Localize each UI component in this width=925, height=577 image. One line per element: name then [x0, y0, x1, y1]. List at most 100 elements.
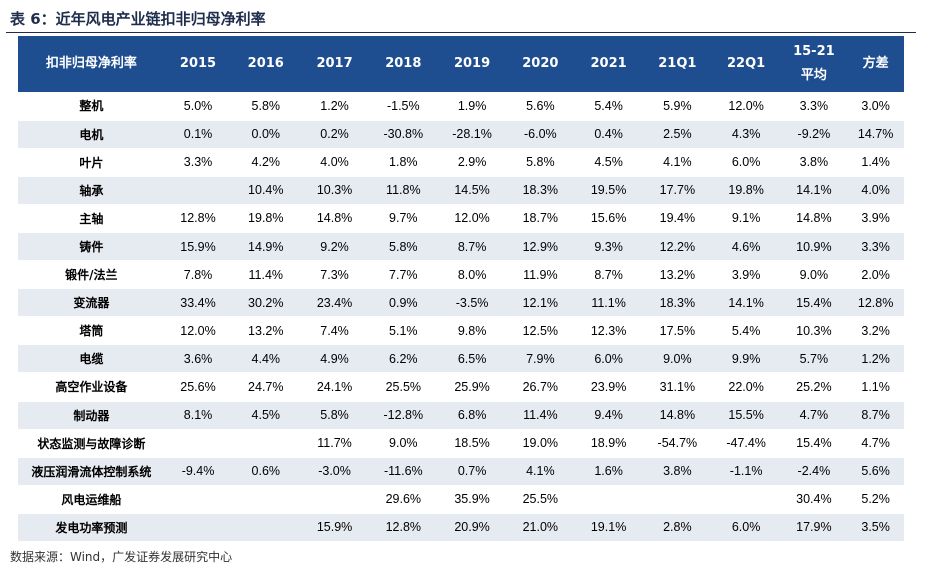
table-cell: 24.7% [231, 372, 301, 402]
table-cell: 2.8% [642, 513, 712, 543]
table-row: 铸件 15.9% 14.9% 9.2% 5.8% 8.7% 12.9% 9.3% 12.2% 4.… [18, 232, 904, 262]
column-header: 2017 [300, 36, 369, 92]
table-cell: 10.3% [300, 176, 369, 205]
table-cell: 3.3% [780, 92, 848, 121]
table-cell: 4.7% [847, 429, 904, 458]
table-cell: 7.7% [368, 260, 438, 290]
table-cell: 18.7% [506, 204, 575, 233]
table-cell: 5.1% [368, 316, 438, 346]
table-cell: 0.4% [574, 120, 643, 149]
table-cell: 13.2% [231, 316, 301, 346]
table-cell: 8.7% [437, 232, 507, 262]
table-cell: -9.4% [164, 457, 232, 486]
column-header: 22Q1 [711, 36, 781, 92]
table-cell: 25.2% [780, 372, 848, 402]
table-cell: -1.1% [711, 457, 781, 486]
table-cell: 1.8% [368, 148, 438, 177]
table-cell: 9.4% [574, 401, 643, 430]
column-header: 15-21 平均 [780, 36, 848, 92]
column-header: 21Q1 [642, 36, 712, 92]
table-cell: 19.4% [642, 204, 712, 233]
table-cell: 8.1% [164, 401, 232, 430]
table-cell: 5.2% [847, 485, 904, 514]
table-cell: 4.0% [847, 176, 904, 205]
table-cell: 3.0% [847, 92, 904, 121]
table-cell: 17.5% [642, 316, 712, 346]
table-cell: 12.8% [164, 204, 232, 233]
table-cell: 6.0% [574, 344, 643, 374]
table-cell: 9.7% [368, 204, 438, 233]
table-cell: -30.8% [368, 120, 438, 149]
table-cell: 15.9% [300, 513, 369, 543]
table-cell: 24.1% [300, 372, 369, 402]
table-cell: 23.9% [574, 372, 643, 402]
table-cell: 8.7% [574, 260, 643, 290]
table-cell: 19.0% [506, 429, 575, 458]
table-row: 主轴 12.8% 19.8% 14.8% 9.7% 12.0% 18.7% 15.6% 19.4… [18, 204, 904, 233]
table-cell: 12.3% [574, 316, 643, 346]
table-cell [164, 485, 232, 514]
table-cell: 5.9% [642, 92, 712, 121]
table-cell: 13.2% [642, 260, 712, 290]
table-cell: 12.0% [711, 92, 781, 121]
table-row: 风电运维船 29.6% 35.9% 25.5% 30.4% 5.2% [18, 485, 904, 514]
table-cell: -12.8% [368, 401, 438, 430]
table-cell: 7.3% [300, 260, 369, 290]
table-cell: 3.3% [164, 148, 232, 177]
table-cell: 12.9% [506, 232, 575, 262]
table-cell: 3.6% [164, 344, 232, 374]
table-cell: 6.8% [437, 401, 507, 430]
table-cell: 29.6% [368, 485, 438, 514]
table-cell: 0.1% [164, 120, 232, 149]
row-label: 高空作业设备 [18, 372, 165, 402]
table-cell: 25.5% [506, 485, 575, 514]
table-cell: 7.8% [164, 260, 232, 290]
table-cell: 9.2% [300, 232, 369, 262]
table-cell: 25.6% [164, 372, 232, 402]
table-cell: 10.9% [780, 232, 848, 262]
column-header: 方差 [847, 36, 904, 92]
table-cell: 12.2% [642, 232, 712, 262]
table-cell: 15.9% [164, 232, 232, 262]
data-table-container: 扣非归母净利率 2015 2016 2017 2018 2019 2020 2021 21Q1 2… [18, 36, 904, 543]
table-cell: 5.4% [711, 316, 781, 346]
table-cell: 10.4% [231, 176, 301, 205]
row-label: 状态监测与故障诊断 [18, 429, 165, 458]
row-label: 轴承 [18, 176, 165, 205]
table-row: 锻件/法兰 7.8% 11.4% 7.3% 7.7% 8.0% 11.9% 8.7% 13.2%… [18, 260, 904, 290]
table-cell: 18.3% [506, 176, 575, 205]
column-header: 2018 [368, 36, 438, 92]
table-cell: 14.7% [847, 120, 904, 149]
table-cell: 4.2% [231, 148, 301, 177]
table-cell: 12.5% [506, 316, 575, 346]
table-cell: 30.4% [780, 485, 848, 514]
table-cell: 5.7% [780, 344, 848, 374]
table-cell: 23.4% [300, 288, 369, 318]
table-cell: -11.6% [368, 457, 438, 486]
table-cell: 14.5% [437, 176, 507, 205]
table-cell: -54.7% [642, 429, 712, 458]
table-cell [164, 513, 232, 543]
table-cell: 14.8% [642, 401, 712, 430]
table-cell: 12.1% [506, 288, 575, 318]
table-cell [711, 485, 781, 514]
table-cell: 3.9% [711, 260, 781, 290]
table-cell: 3.8% [642, 457, 712, 486]
table-cell: 3.9% [847, 204, 904, 233]
table-cell: 14.1% [711, 288, 781, 318]
table-cell: -1.5% [368, 92, 438, 121]
table-cell: 0.7% [437, 457, 507, 486]
table-cell: 9.3% [574, 232, 643, 262]
profit-margin-table: 扣非归母净利率 2015 2016 2017 2018 2019 2020 2021 21Q1 2… [18, 36, 904, 543]
table-cell: 22.0% [711, 372, 781, 402]
table-cell: 1.2% [847, 344, 904, 374]
table-cell: 5.8% [368, 232, 438, 262]
row-label: 叶片 [18, 148, 165, 177]
table-cell: 3.2% [847, 316, 904, 346]
table-cell [164, 176, 232, 205]
table-cell: -3.5% [437, 288, 507, 318]
table-cell: 6.5% [437, 344, 507, 374]
table-cell: 5.0% [164, 92, 232, 121]
table-cell: 7.4% [300, 316, 369, 346]
table-cell: -47.4% [711, 429, 781, 458]
